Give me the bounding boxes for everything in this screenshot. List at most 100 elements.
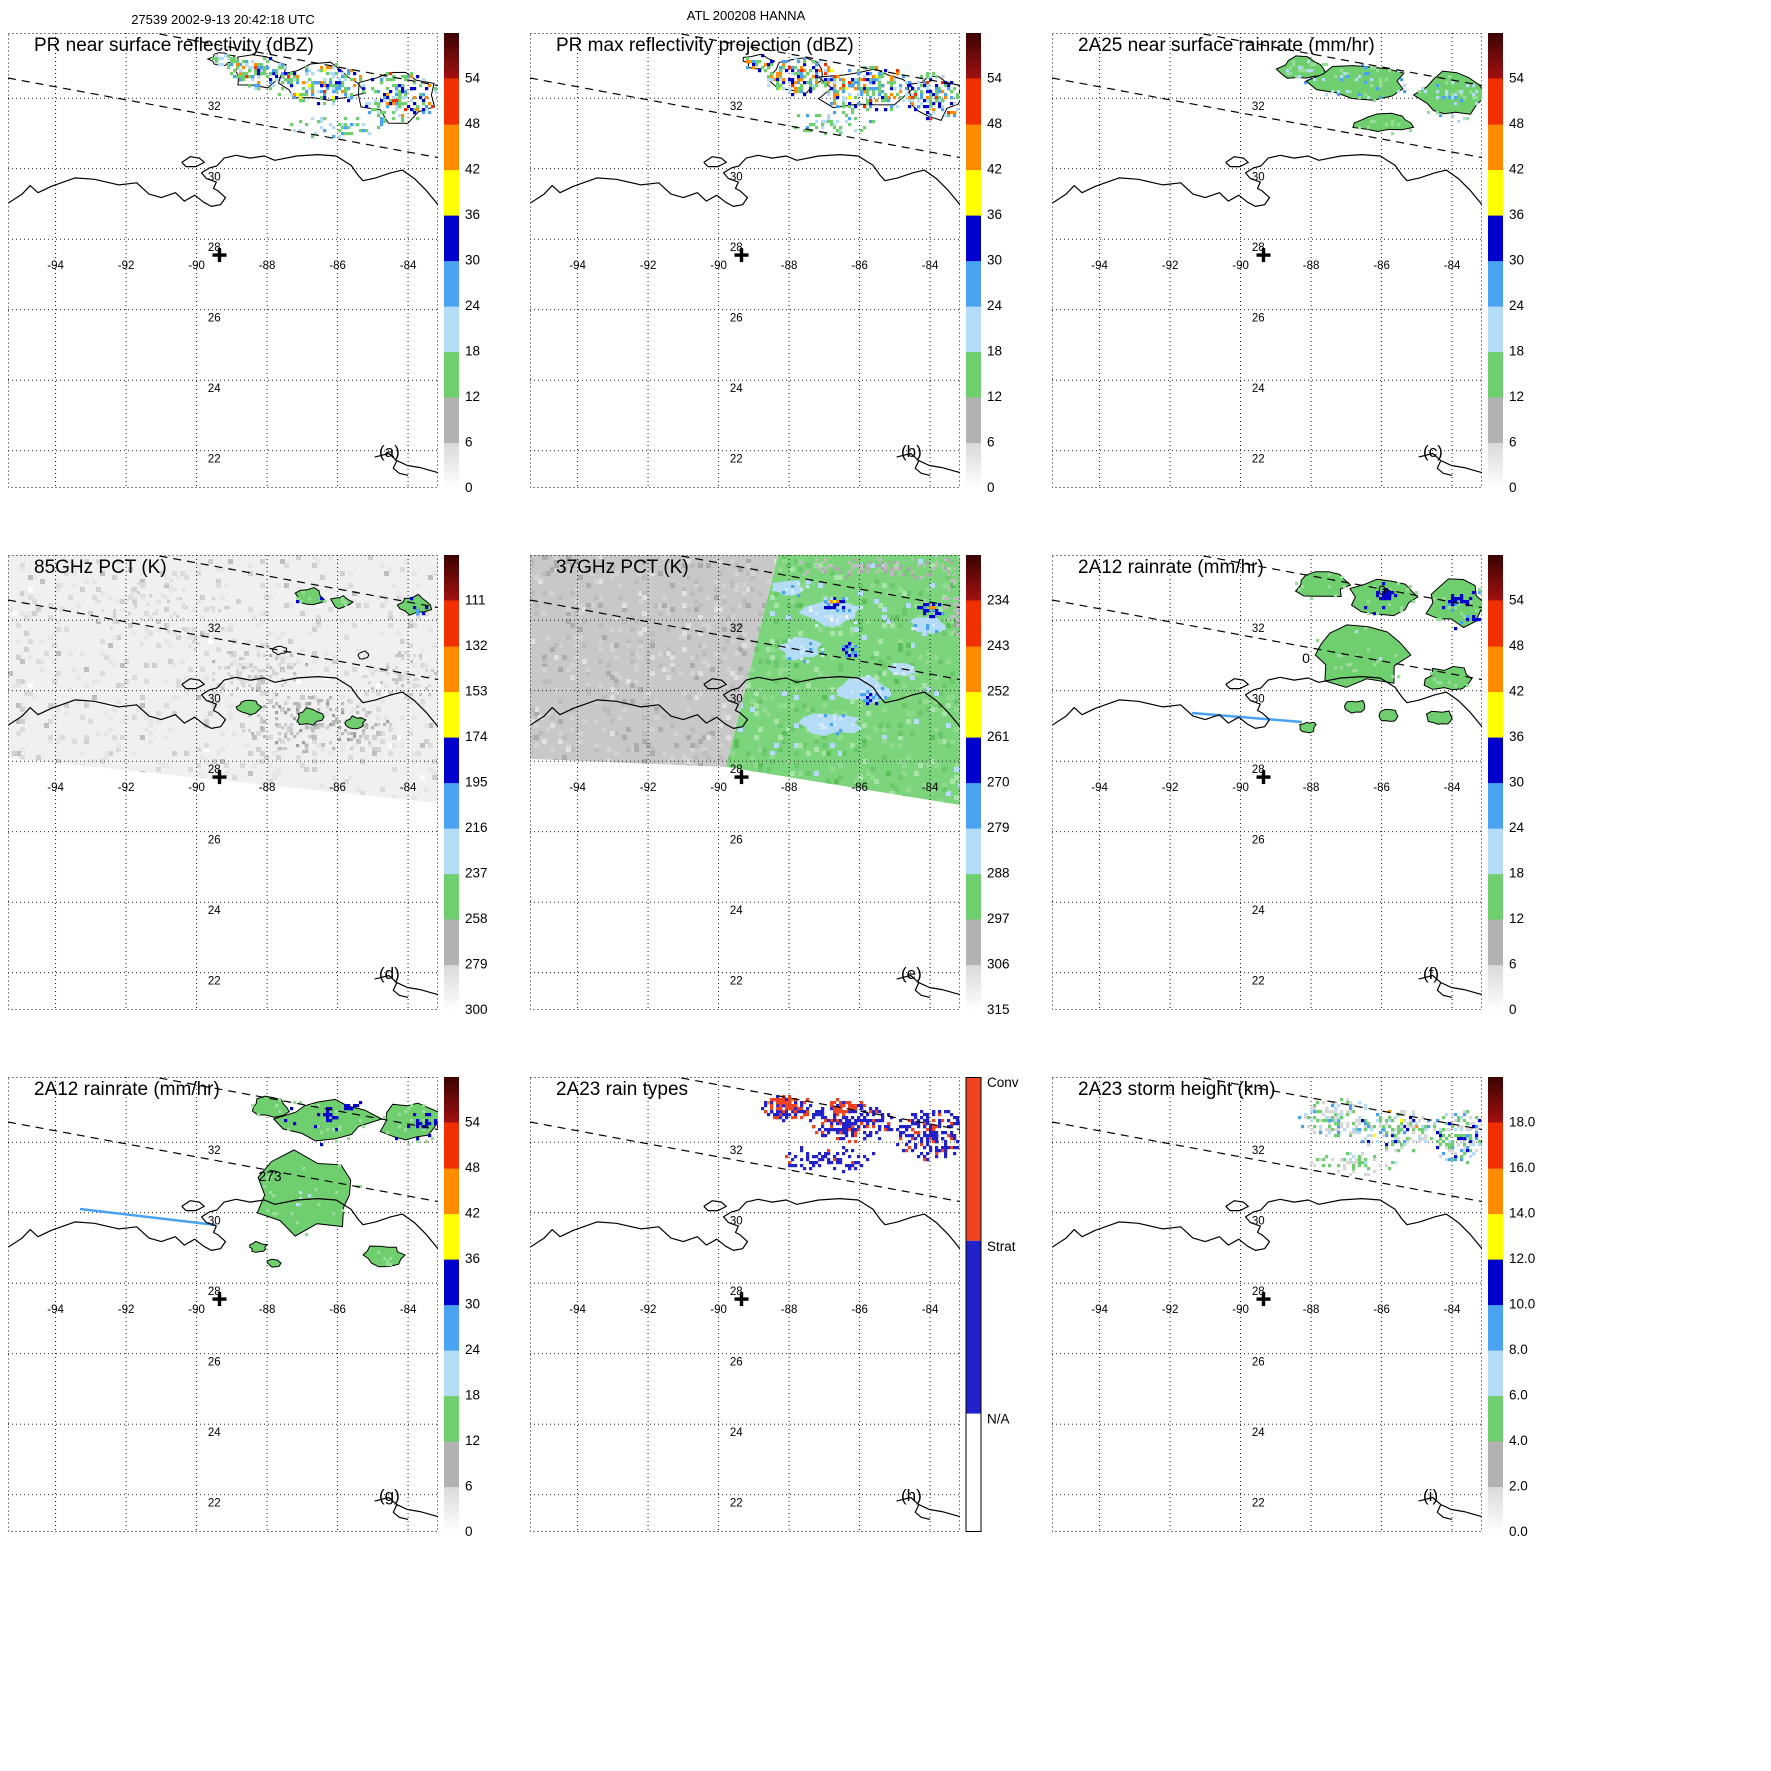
svg-text:-84: -84 xyxy=(400,782,417,794)
panel-f: -94 -92 -90 -88 -86 -84 32 30 28 26 24 22 0 0 2A12 rai… xyxy=(1052,555,1567,1025)
colorbar-tick: 300 xyxy=(465,1002,488,1017)
storm-center-marker xyxy=(212,1292,227,1307)
svg-text:-92: -92 xyxy=(1162,782,1179,794)
colorbar-tick: 243 xyxy=(987,638,1010,653)
graticule xyxy=(1052,33,1482,488)
svg-text:32: 32 xyxy=(730,101,743,113)
colorbar-tick: 54 xyxy=(1509,71,1525,86)
graticule-labels: -94 -92 -90 -88 -86 -84 32 30 28 26 24 22 xyxy=(569,1145,939,1510)
svg-text:-92: -92 xyxy=(118,1304,135,1316)
svg-text:24: 24 xyxy=(208,1427,221,1439)
data-raster xyxy=(1191,571,1482,734)
panel-h-figure: -94 -92 -90 -88 -86 -84 32 30 28 26 24 22 2A23 rain … xyxy=(530,1077,1019,1532)
svg-text:-84: -84 xyxy=(922,782,939,794)
svg-text:-88: -88 xyxy=(1303,782,1320,794)
panel-a: -94 -92 -90 -88 -86 -84 32 30 28 26 24 22 PR near su… xyxy=(8,33,523,503)
map: -94 -92 -90 -88 -86 -84 32 30 28 26 24 22 xyxy=(530,555,960,1010)
graticule xyxy=(8,33,438,488)
panel-title: 2A12 rainrate (mm/hr) xyxy=(34,1079,220,1100)
colorbar: 315 306 297 288 279 270 261 252 243 234 xyxy=(966,555,1010,1017)
panel-letter: (g) xyxy=(379,1486,400,1505)
colorbar-tick: 12.0 xyxy=(1509,1251,1535,1266)
svg-text:32: 32 xyxy=(730,623,743,635)
panel-g: -94 -92 -90 -88 -86 -84 32 30 28 26 24 22 273 2A12 ra… xyxy=(8,1077,523,1547)
svg-text:28: 28 xyxy=(1252,764,1265,776)
svg-text:-90: -90 xyxy=(188,782,205,794)
colorbar-tick: 6 xyxy=(1509,435,1517,450)
svg-text:-90: -90 xyxy=(188,1304,205,1316)
map: -94 -92 -90 -88 -86 -84 32 30 28 26 24 22 xyxy=(8,33,438,488)
coastline xyxy=(1052,1198,1482,1520)
data-raster xyxy=(1275,55,1482,136)
svg-text:30: 30 xyxy=(730,1216,743,1228)
svg-text:28: 28 xyxy=(730,1286,743,1298)
graticule-labels: -94 -92 -90 -88 -86 -84 32 30 28 26 24 22 xyxy=(1091,623,1461,988)
storm-center-marker xyxy=(1256,1292,1271,1307)
swath-edges xyxy=(530,33,960,159)
panel-title: 2A23 rain types xyxy=(556,1079,688,1100)
panel-title: 85GHz PCT (K) xyxy=(34,557,167,578)
svg-text:-86: -86 xyxy=(851,260,868,272)
colorbar-tick: 12 xyxy=(465,389,480,404)
colorbar-tick: 42 xyxy=(987,162,1002,177)
coastline xyxy=(530,154,960,476)
colorbar-tick: 30 xyxy=(987,253,1002,268)
panel-title: 37GHz PCT (K) xyxy=(556,557,689,578)
svg-text:30: 30 xyxy=(730,694,743,706)
svg-text:-88: -88 xyxy=(781,782,798,794)
svg-text:22: 22 xyxy=(730,1498,743,1510)
panel-d-figure: -94 -92 -90 -88 -86 -84 32 30 28 26 24 22 85GHz PCT … xyxy=(8,555,488,1017)
panel-b-figure: -94 -92 -90 -88 -86 -84 32 30 28 26 24 22 PR max ref… xyxy=(530,33,1003,495)
graticule xyxy=(8,1077,438,1532)
svg-text:24: 24 xyxy=(1252,383,1265,395)
colorbar-tick: 18 xyxy=(465,344,480,359)
colorbar-tick: 12 xyxy=(1509,389,1524,404)
colorbar-tick: 30 xyxy=(1509,775,1524,790)
colorbar-tick: 48 xyxy=(465,116,480,131)
svg-text:-94: -94 xyxy=(569,260,586,272)
colorbar-tick: 48 xyxy=(1509,116,1524,131)
svg-text:-94: -94 xyxy=(569,782,586,794)
data-raster xyxy=(761,1095,960,1174)
colorbar-tick: 42 xyxy=(1509,684,1524,699)
svg-text:-92: -92 xyxy=(118,260,135,272)
storm-center-marker xyxy=(734,1292,749,1307)
panel-letter: (i) xyxy=(1423,1486,1438,1505)
colorbar: 0 6 12 18 24 30 36 42 48 54 xyxy=(1488,555,1525,1017)
panel-letter: (f) xyxy=(1423,964,1439,983)
colorbar-tick: 42 xyxy=(465,1206,480,1221)
colorbar-tick: 0 xyxy=(987,480,995,495)
colorbar-tick: 261 xyxy=(987,729,1010,744)
svg-text:32: 32 xyxy=(730,1145,743,1157)
svg-text:-84: -84 xyxy=(922,1304,939,1316)
orbit-timestamp-header: 27539 2002-9-13 20:42:18 UTC xyxy=(131,12,315,27)
colorbar-tick: 54 xyxy=(1509,593,1525,608)
data-raster xyxy=(206,52,438,139)
panel-letter: (c) xyxy=(1423,442,1443,461)
colorbar-tick: 54 xyxy=(465,1115,481,1130)
colorbar-tick: 16.0 xyxy=(1509,1160,1535,1175)
swath-edges xyxy=(1052,1077,1482,1203)
panel-letter: (a) xyxy=(379,442,400,461)
colorbar-tick: 8.0 xyxy=(1509,1342,1528,1357)
svg-text:-92: -92 xyxy=(1162,260,1179,272)
graticule xyxy=(1052,555,1482,1010)
colorbar-tick: 12 xyxy=(1509,911,1524,926)
svg-text:22: 22 xyxy=(1252,976,1265,988)
panel-letter: (h) xyxy=(901,1486,922,1505)
swath-edges xyxy=(8,555,438,681)
colorbar-tick: 48 xyxy=(1509,638,1524,653)
panel-h: -94 -92 -90 -88 -86 -84 32 30 28 26 24 22 2A23 rain … xyxy=(530,1077,1045,1547)
svg-text:24: 24 xyxy=(730,905,743,917)
svg-text:32: 32 xyxy=(1252,623,1265,635)
svg-text:24: 24 xyxy=(730,1427,743,1439)
svg-text:-88: -88 xyxy=(259,1304,276,1316)
graticule-labels: -94 -92 -90 -88 -86 -84 32 30 28 26 24 22 xyxy=(1091,101,1461,465)
svg-text:-94: -94 xyxy=(47,1304,64,1316)
svg-text:-88: -88 xyxy=(1303,260,1320,272)
colorbar-tick: 6 xyxy=(987,435,995,450)
colorbar: Conv Strat N/A xyxy=(965,1077,1019,1532)
colorbar-tick: 54 xyxy=(465,71,481,86)
panel-letter: (b) xyxy=(901,442,922,461)
